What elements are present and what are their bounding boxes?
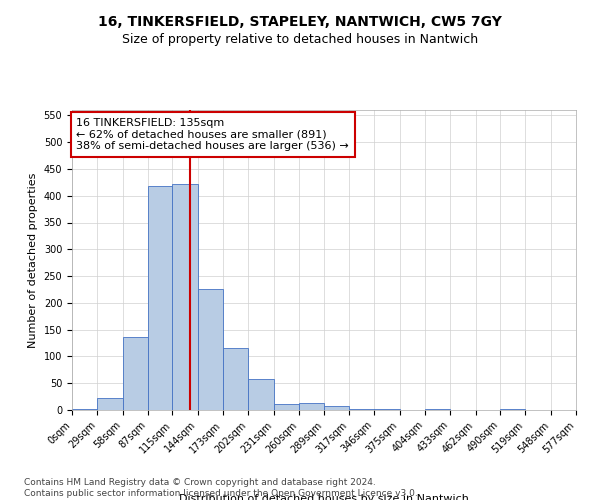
Bar [148,186,172,410]
Bar [325,406,349,410]
Bar [72,409,97,410]
X-axis label: Distribution of detached houses by size in Nantwich: Distribution of detached houses by size … [179,494,469,500]
Text: 16 TINKERSFIELD: 135sqm
← 62% of detached houses are smaller (891)
38% of semi-d: 16 TINKERSFIELD: 135sqm ← 62% of detache… [76,118,349,151]
Bar [349,409,374,410]
Bar [97,398,122,410]
Text: Contains HM Land Registry data © Crown copyright and database right 2024.
Contai: Contains HM Land Registry data © Crown c… [24,478,418,498]
Bar [172,184,198,410]
Bar [274,404,299,410]
Bar [299,402,325,410]
Bar [223,348,248,410]
Text: Size of property relative to detached houses in Nantwich: Size of property relative to detached ho… [122,32,478,46]
Y-axis label: Number of detached properties: Number of detached properties [28,172,38,348]
Text: 16, TINKERSFIELD, STAPELEY, NANTWICH, CW5 7GY: 16, TINKERSFIELD, STAPELEY, NANTWICH, CW… [98,15,502,29]
Bar [248,379,274,410]
Bar [122,336,148,410]
Bar [198,289,223,410]
